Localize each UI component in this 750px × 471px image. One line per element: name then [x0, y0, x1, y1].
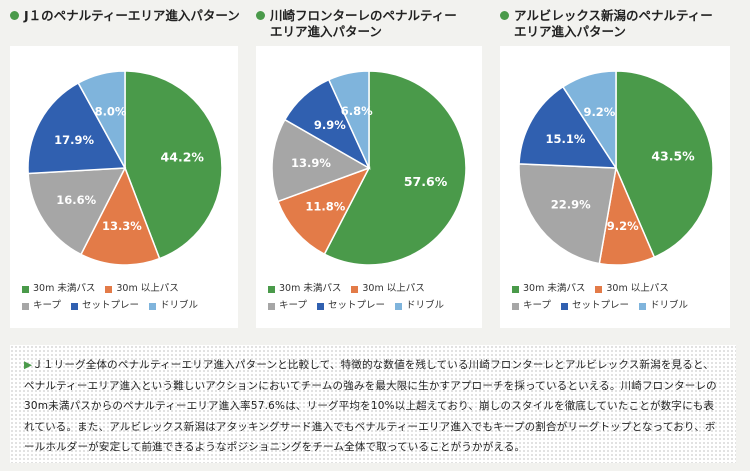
- data-label-long-pass: 13.3%: [102, 219, 142, 233]
- legend-item-long-pass: 30m 以上パス: [351, 282, 425, 296]
- pie-slice-set-play: [27, 81, 127, 175]
- pie-slice-short-pass: [615, 70, 714, 259]
- legend-swatch-orange: [105, 285, 113, 293]
- chart-card-niigata: 43.5% 9.2% 22.9% 15.1% 9.2% 30m 未満パス 30m 以上パ…: [500, 46, 730, 328]
- legend-item-short-pass: 30m 未満パス: [512, 282, 585, 296]
- description-box: ▶Ｊ１リーグ全体のペナルティーエリア進入パターンと比較して、特徴的な数値を残して…: [10, 345, 736, 463]
- data-label-keep: 13.9%: [291, 156, 331, 170]
- data-label-set-play: 15.1%: [545, 132, 585, 146]
- pie-slice-dribble: [561, 70, 617, 171]
- legend-swatch-blue: [70, 302, 78, 310]
- chart-card-kawasaki: 57.6% 11.8% 13.9% 9.9% 6.8% 30m 未満パス 30m 以上パ…: [256, 46, 482, 328]
- legend-swatch-blue: [560, 302, 568, 310]
- legend-swatch-gray: [268, 302, 275, 310]
- pie-slice-set-play: [518, 85, 618, 169]
- data-label-long-pass: 11.8%: [305, 199, 345, 213]
- legend-kawasaki: 30m 未満パス 30m 以上パス キープ セットプレー ドリブル: [268, 282, 444, 316]
- legend-item-dribble: ドリブル: [394, 299, 444, 313]
- legend-swatch-lightblue: [148, 302, 156, 310]
- title-dot-icon: [256, 11, 265, 20]
- legend-item-dribble: ドリブル: [148, 299, 198, 313]
- data-label-short-pass: 44.2%: [161, 149, 205, 164]
- description-text: ▶Ｊ１リーグ全体のペナルティーエリア進入パターンと比較して、特徴的な数値を残して…: [24, 359, 717, 453]
- pie-slice-long-pass: [276, 166, 371, 256]
- pie-slice-dribble: [77, 70, 126, 169]
- chart-title-kawasaki: 川崎フロンターレのペナルティー エリア進入パターン: [256, 8, 457, 40]
- data-label-keep: 22.9%: [551, 197, 591, 211]
- legend-item-keep: キープ: [22, 299, 61, 313]
- description-marker-icon: ▶: [24, 359, 33, 371]
- pie-chart-j1: 44.2% 13.3% 16.6% 17.9%8.0%: [27, 70, 223, 266]
- legend-swatch-green: [268, 285, 275, 293]
- chart-title-niigata: アルビレックス新潟のペナルティー エリア進入パターン: [500, 8, 713, 40]
- legend-item-long-pass: 30m 以上パス: [595, 282, 669, 296]
- legend-item-short-pass: 30m 未満パス: [268, 282, 341, 296]
- data-label-dribble: 8.0%: [95, 105, 127, 119]
- pie-slice-keep: [271, 118, 371, 203]
- pie-chart-kawasaki: 57.6% 11.8% 13.9% 9.9%6.8%: [271, 70, 467, 266]
- data-label-dribble: 9.2%: [583, 105, 615, 119]
- legend-item-dribble: ドリブル: [638, 299, 688, 313]
- title-dot-icon: [500, 11, 509, 20]
- legend-swatch-lightblue: [638, 302, 646, 310]
- legend-item-set-play: セットプレー: [560, 299, 629, 313]
- legend-swatch-green: [22, 285, 29, 293]
- legend-item-set-play: セットプレー: [316, 299, 385, 313]
- data-label-dribble: 6.8%: [341, 104, 373, 118]
- pie-slice-keep: [27, 167, 127, 256]
- legend-swatch-orange: [595, 285, 603, 293]
- legend-swatch-orange: [351, 285, 359, 293]
- pie-chart-niigata: 43.5% 9.2% 22.9% 15.1% 9.2%: [518, 70, 714, 266]
- pie-slice-short-pass: [323, 70, 467, 266]
- legend-item-keep: キープ: [512, 299, 551, 313]
- data-label-set-play: 17.9%: [54, 133, 94, 147]
- legend-item-keep: キープ: [268, 299, 307, 313]
- legend-j1: 30m 未満パス 30m 以上パス キープ セットプレー ドリブル: [22, 282, 198, 316]
- data-label-keep: 16.6%: [56, 193, 96, 207]
- data-label-set-play: 9.9%: [314, 118, 346, 132]
- chart-title-j1: J１のペナルティーエリア進入パターン: [10, 8, 240, 40]
- legend-niigata: 30m 未満パス 30m 以上パス キープ セットプレー ドリブル: [512, 282, 688, 316]
- title-dot-icon: [10, 11, 19, 20]
- pie-slice-short-pass: [124, 70, 223, 260]
- legend-swatch-blue: [316, 302, 324, 310]
- legend-swatch-green: [512, 285, 519, 293]
- chart-card-j1: 44.2% 13.3% 16.6% 17.9% 8.0% 30m 未満パス 30m 以上…: [10, 46, 238, 328]
- legend-item-set-play: セットプレー: [70, 299, 139, 313]
- pie-slice-long-pass: [79, 166, 161, 266]
- legend-swatch-gray: [22, 302, 29, 310]
- data-label-short-pass: 43.5%: [651, 148, 695, 163]
- pie-slice-dribble: [327, 70, 370, 169]
- legend-swatch-lightblue: [394, 302, 402, 310]
- pie-slice-keep: [518, 163, 617, 265]
- data-label-short-pass: 57.6%: [404, 174, 448, 189]
- legend-item-short-pass: 30m 未満パス: [22, 282, 95, 296]
- data-label-long-pass: 9.2%: [607, 219, 639, 233]
- legend-swatch-gray: [512, 302, 519, 310]
- legend-item-long-pass: 30m 以上パス: [105, 282, 179, 296]
